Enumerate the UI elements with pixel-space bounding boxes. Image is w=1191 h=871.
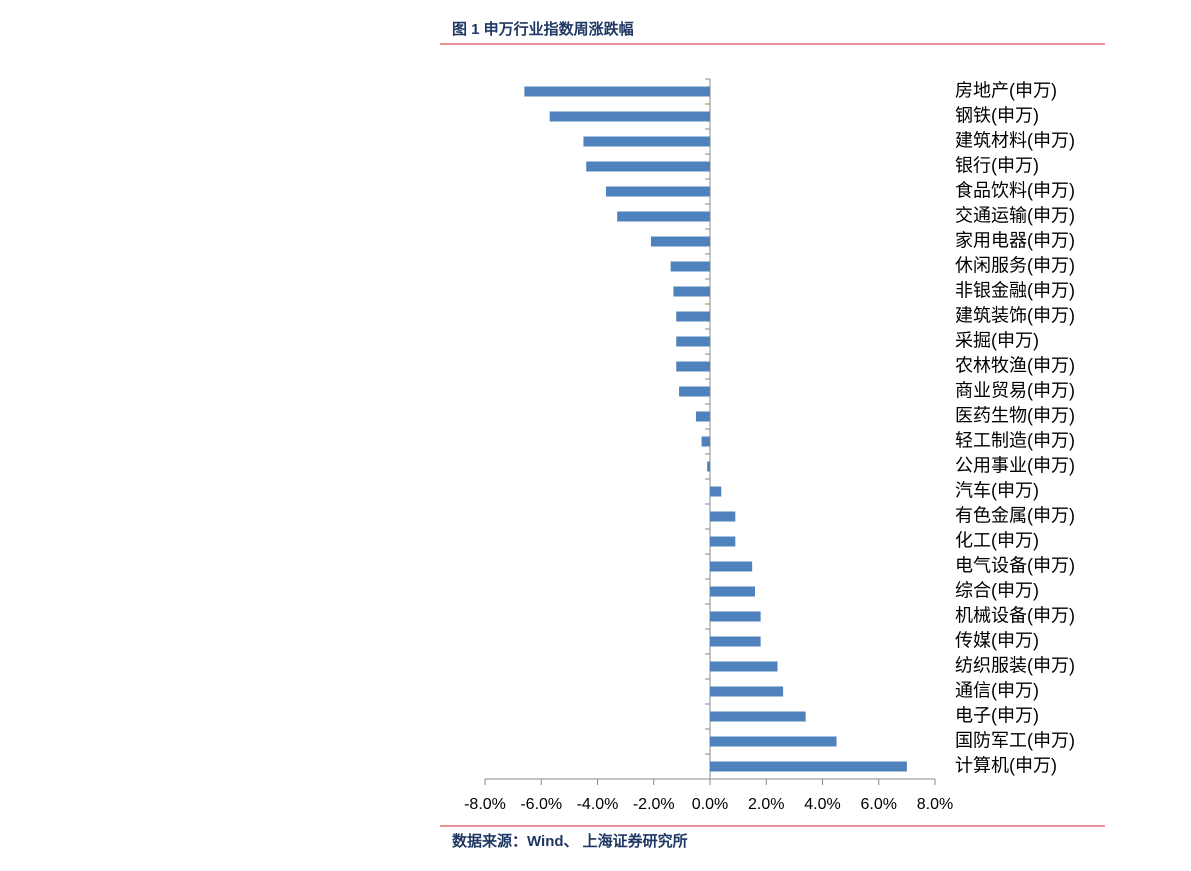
- bar: [707, 461, 710, 472]
- bar: [695, 411, 710, 422]
- bar: [605, 186, 710, 197]
- bar: [650, 236, 710, 247]
- bar: [524, 86, 710, 97]
- category-label: 建筑材料(申万): [955, 130, 1075, 150]
- bar: [670, 261, 710, 272]
- x-tick-label: 8.0%: [917, 796, 953, 813]
- category-label: 房地产(申万): [955, 80, 1057, 100]
- bar: [710, 661, 778, 672]
- x-tick-label: 0.0%: [692, 796, 728, 813]
- category-label: 采掘(申万): [955, 330, 1039, 350]
- category-label: 汽车(申万): [955, 480, 1039, 500]
- category-label: 传媒(申万): [955, 630, 1039, 650]
- category-label: 电气设备(申万): [955, 555, 1075, 575]
- bar: [701, 436, 710, 447]
- bar: [710, 611, 761, 622]
- x-tick-label: 4.0%: [804, 796, 840, 813]
- bar: [586, 161, 710, 172]
- category-label: 农林牧渔(申万): [955, 355, 1075, 375]
- category-label: 机械设备(申万): [955, 605, 1075, 625]
- category-label: 医药生物(申万): [955, 405, 1075, 425]
- x-tick-label: 2.0%: [748, 796, 784, 813]
- bar: [710, 511, 736, 522]
- bar: [676, 311, 710, 322]
- x-tick-label: -2.0%: [633, 796, 675, 813]
- bar: [549, 111, 710, 122]
- bar: [676, 336, 710, 347]
- bar: [710, 736, 837, 747]
- bar: [617, 211, 710, 222]
- bar: [710, 586, 755, 597]
- category-label: 建筑装饰(申万): [955, 305, 1075, 325]
- x-tick-label: -8.0%: [464, 796, 506, 813]
- category-label: 商业贸易(申万): [955, 380, 1075, 400]
- chart-title: 图 1 申万行业指数周涨跌幅: [452, 20, 634, 38]
- bar: [710, 536, 736, 547]
- bar: [710, 636, 761, 647]
- category-label: 非银金融(申万): [955, 280, 1075, 300]
- bar: [710, 561, 753, 572]
- category-label: 综合(申万): [955, 580, 1039, 600]
- bar: [583, 136, 710, 147]
- category-label: 纺织服装(申万): [955, 655, 1075, 675]
- bar: [676, 361, 710, 372]
- bar: [710, 686, 784, 697]
- bar: [710, 761, 907, 772]
- category-label: 国防军工(申万): [955, 730, 1075, 750]
- bar: [673, 286, 710, 297]
- category-label: 家用电器(申万): [955, 230, 1075, 250]
- bar: [710, 711, 806, 722]
- category-label: 电子(申万): [955, 705, 1039, 725]
- x-tick-label: -4.0%: [577, 796, 619, 813]
- category-label: 通信(申万): [955, 680, 1039, 700]
- source-note: 数据来源：Wind、 上海证券研究所: [452, 832, 688, 850]
- x-tick-label: -6.0%: [520, 796, 562, 813]
- category-label: 化工(申万): [955, 530, 1039, 550]
- category-label: 银行(申万): [955, 155, 1039, 175]
- category-label: 计算机(申万): [955, 755, 1057, 775]
- bar: [710, 486, 722, 497]
- category-label: 有色金属(申万): [955, 505, 1075, 525]
- category-label: 钢铁(申万): [955, 105, 1039, 125]
- x-tick-label: 6.0%: [861, 796, 897, 813]
- category-label: 休闲服务(申万): [955, 255, 1075, 275]
- category-label: 食品饮料(申万): [955, 180, 1075, 200]
- category-label: 轻工制造(申万): [955, 430, 1075, 450]
- category-label: 交通运输(申万): [955, 205, 1075, 225]
- category-label: 公用事业(申万): [955, 455, 1075, 475]
- bar: [679, 386, 710, 397]
